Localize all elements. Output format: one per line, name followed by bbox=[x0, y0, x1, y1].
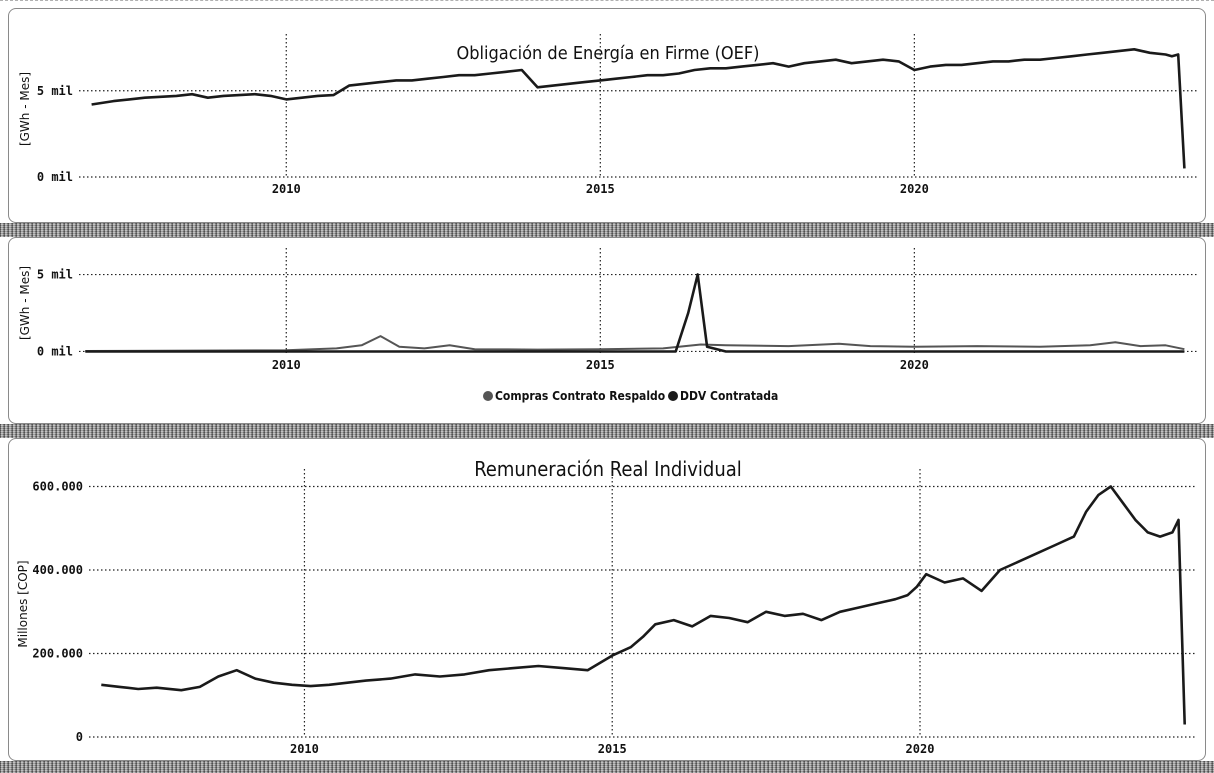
separator-band bbox=[0, 223, 1214, 237]
chart-title: Obligación de Energía en Firme (OEF) bbox=[456, 43, 759, 64]
y-tick-label: 600.000 bbox=[32, 480, 83, 494]
x-tick-label: 2015 bbox=[586, 182, 615, 196]
oef-chart: Obligación de Energía en Firme (OEF) 0 mi… bbox=[18, 34, 1197, 196]
y-tick-label: 0 mil bbox=[37, 344, 73, 358]
contracts-chart: 0 mil 5 mil 2010 2015 2020 [GWh - Mes] Compras… bbox=[18, 248, 1197, 403]
chart-title: Remuneración Real Individual bbox=[474, 457, 742, 481]
y-tick-label: 0 bbox=[76, 730, 83, 744]
legend-label: Compras Contrato Respaldo bbox=[495, 389, 665, 403]
separator-band bbox=[0, 761, 1214, 773]
x-tick-label: 2015 bbox=[598, 742, 627, 756]
y-tick-label: 0 mil bbox=[37, 170, 73, 184]
contracts-chart-panel: 0 mil 5 mil 2010 2015 2020 [GWh - Mes] Compras… bbox=[8, 237, 1206, 424]
series-line-compras-contrato-respaldo bbox=[85, 335, 1185, 352]
top-edge-decoration bbox=[0, 0, 1214, 6]
legend-label: DDV Contratada bbox=[680, 389, 778, 403]
series-line-2-0 bbox=[101, 485, 1186, 725]
x-tick-label: 2015 bbox=[586, 358, 615, 372]
series-line-0-0 bbox=[91, 47, 1186, 169]
y-axis-label: [GWh - Mes] bbox=[18, 72, 32, 146]
remuneration-chart: Remuneración Real Individual 0 200.000 400.… bbox=[16, 457, 1197, 756]
oef-chart-panel: Obligación de Energía en Firme (OEF) 0 mi… bbox=[8, 8, 1206, 223]
x-tick-label: 2010 bbox=[272, 182, 301, 196]
x-tick-label: 2020 bbox=[906, 742, 935, 756]
y-axis-label: [GWh - Mes] bbox=[18, 266, 32, 340]
x-tick-label: 2010 bbox=[272, 358, 301, 372]
series-line-ddv-contratada bbox=[85, 273, 1185, 353]
y-tick-label: 5 mil bbox=[37, 84, 73, 98]
x-tick-label: 2020 bbox=[900, 182, 929, 196]
y-axis-label: Millones [COP] bbox=[16, 560, 30, 647]
remuneration-chart-panel: Remuneración Real Individual 0 200.000 400.… bbox=[8, 438, 1206, 761]
y-tick-label: 400.000 bbox=[32, 563, 83, 577]
legend-marker bbox=[668, 391, 678, 401]
legend-marker bbox=[483, 391, 493, 401]
separator-band bbox=[0, 424, 1214, 438]
x-tick-label: 2020 bbox=[900, 358, 929, 372]
x-tick-label: 2010 bbox=[290, 742, 319, 756]
y-tick-label: 200.000 bbox=[32, 647, 83, 661]
y-tick-label: 5 mil bbox=[37, 268, 73, 282]
